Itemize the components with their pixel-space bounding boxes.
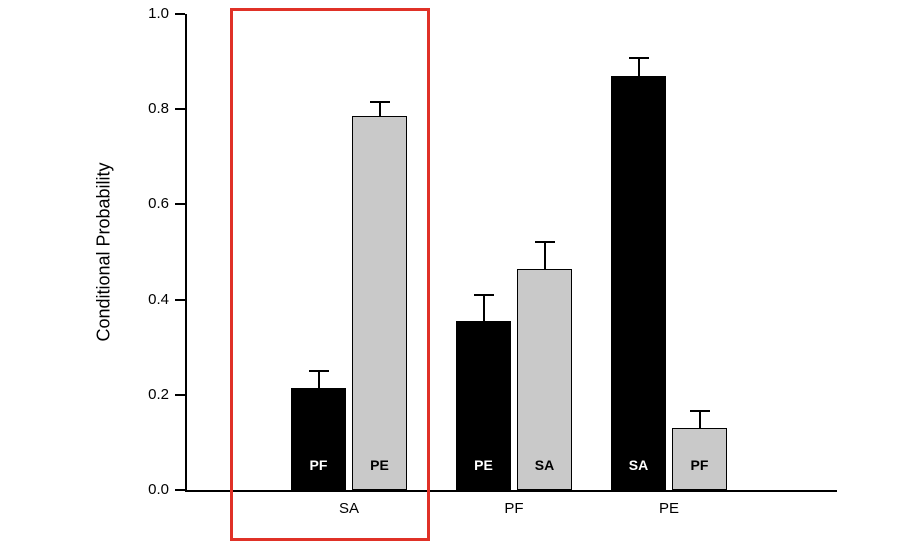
error-bar-cap (473, 293, 494, 296)
error-bar (482, 294, 485, 322)
bar-label: SA (534, 457, 555, 473)
bar-pf-pe: PE (456, 321, 511, 490)
y-tick (175, 108, 185, 111)
bar-label: PF (309, 457, 328, 473)
plot-area: 0.0 0.2 0.4 0.6 0.8 1.0 PF PE PE SA SA PF SA PF PE (148, 5, 837, 517)
error-bar (378, 102, 381, 117)
bar-pe-pf: PF (672, 428, 727, 490)
y-tick (175, 298, 185, 301)
y-tick-label: 1.0 (148, 5, 169, 22)
x-category-label: PF (504, 500, 524, 517)
y-tick-label: 0.0 (148, 481, 169, 498)
bar-sa-pe: PE (352, 116, 407, 490)
y-tick (175, 489, 185, 491)
y-tick (175, 203, 185, 206)
bar-pf-sa: SA (517, 268, 572, 490)
y-tick-label: 0.6 (148, 195, 169, 213)
error-bar (543, 242, 546, 269)
x-category-label: PE (658, 500, 679, 517)
error-bar (317, 371, 320, 388)
error-bar (637, 57, 640, 76)
y-tick (175, 393, 185, 396)
bar-label: PE (474, 457, 493, 473)
bar-sa-pf: PF (291, 387, 346, 490)
y-tick (175, 13, 185, 15)
error-bar-cap (369, 101, 390, 104)
bar-label: PE (370, 457, 389, 473)
y-tick-label: 0.2 (148, 385, 169, 403)
x-category-label: SA (338, 500, 359, 517)
bar-label: SA (628, 457, 649, 473)
error-bar-cap (628, 56, 649, 59)
error-bar-cap (689, 410, 710, 413)
y-tick-label: 0.8 (148, 100, 169, 118)
bar-label: PF (690, 457, 709, 473)
error-bar (698, 411, 701, 429)
error-bar-cap (308, 370, 329, 372)
error-bar-cap (534, 241, 555, 244)
y-tick-label: 0.4 (148, 290, 169, 308)
y-axis-title: Conditional Probability (93, 162, 114, 342)
bar-pe-sa: SA (611, 75, 666, 490)
